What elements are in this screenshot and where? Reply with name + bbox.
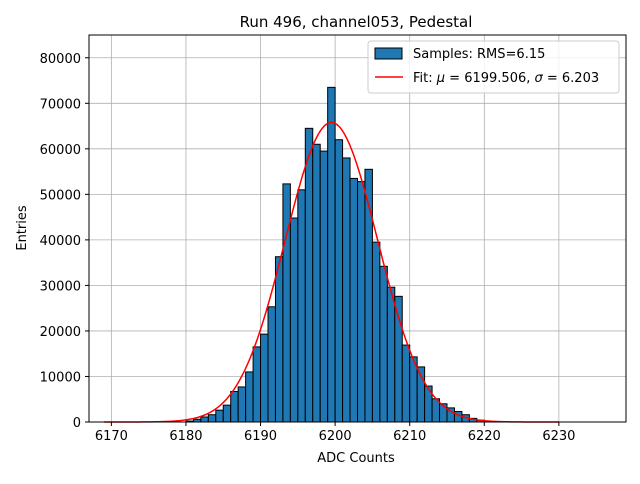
legend-label-samples: Samples: RMS=6.15 bbox=[413, 47, 545, 62]
y-tick-label: 80000 bbox=[40, 52, 81, 67]
x-tick-label: 6190 bbox=[244, 429, 277, 444]
histogram-bars bbox=[185, 86, 485, 423]
histogram-bar bbox=[289, 217, 299, 423]
histogram-bar bbox=[245, 371, 254, 423]
legend-sigma-symbol: σ bbox=[535, 71, 544, 86]
histogram-bar bbox=[379, 265, 388, 423]
histogram-bar bbox=[222, 404, 232, 423]
histogram-bar bbox=[342, 157, 351, 423]
histogram-bar bbox=[334, 139, 344, 423]
histogram-bar bbox=[215, 409, 224, 423]
y-tick-label: 60000 bbox=[40, 143, 81, 158]
histogram-bar bbox=[304, 127, 314, 423]
histogram-bar bbox=[371, 241, 381, 423]
x-tick-label: 6210 bbox=[393, 429, 426, 444]
histogram-bar bbox=[386, 286, 396, 423]
histogram-bar bbox=[357, 181, 366, 423]
legend: Samples: RMS=6.15 Fit: μ = 6199.506, σ =… bbox=[367, 40, 620, 94]
legend-sigma-value: = 6.203 bbox=[543, 71, 599, 86]
histogram-bar bbox=[252, 346, 262, 423]
histogram-bar bbox=[207, 414, 217, 423]
histogram-bar bbox=[274, 256, 284, 423]
plot-frame bbox=[88, 34, 627, 423]
histogram-bar bbox=[237, 386, 247, 423]
histogram-bar bbox=[267, 306, 276, 423]
x-axis-ticks: 6170 6180 6190 6200 6210 6220 6230 bbox=[95, 422, 575, 444]
histogram-bar bbox=[297, 189, 306, 423]
y-tick-label: 0 bbox=[73, 416, 81, 431]
y-tick-label: 40000 bbox=[40, 234, 81, 249]
histogram-bar bbox=[282, 183, 291, 423]
x-tick-label: 6230 bbox=[542, 429, 575, 444]
x-tick-label: 6220 bbox=[468, 429, 501, 444]
chart-title: Run 496, channel053, Pedestal bbox=[240, 13, 473, 31]
x-tick-label: 6180 bbox=[169, 429, 202, 444]
y-tick-label: 30000 bbox=[40, 279, 81, 294]
y-tick-label: 70000 bbox=[40, 97, 81, 112]
x-axis-label: ADC Counts bbox=[317, 451, 395, 466]
histogram-bar bbox=[230, 390, 239, 423]
legend-fit-prefix: Fit: bbox=[413, 71, 437, 86]
legend-swatch-samples bbox=[374, 47, 403, 60]
fit-curve bbox=[103, 121, 559, 423]
y-tick-label: 50000 bbox=[40, 188, 81, 203]
histogram-bar bbox=[200, 416, 209, 423]
y-tick-label: 10000 bbox=[40, 370, 81, 385]
y-axis-label: Entries bbox=[15, 205, 30, 251]
histogram-bar bbox=[312, 143, 321, 423]
histogram-bar bbox=[349, 177, 358, 423]
legend-label-fit: Fit: μ = 6199.506, σ = 6.203 bbox=[413, 71, 599, 86]
histogram-bar bbox=[327, 86, 336, 423]
legend-mu-symbol: μ bbox=[436, 71, 445, 86]
histogram-bar bbox=[319, 150, 329, 423]
y-axis-ticks: 0 10000 20000 30000 40000 50000 60000 70000 8000… bbox=[40, 52, 89, 431]
y-tick-label: 20000 bbox=[40, 325, 81, 340]
x-tick-label: 6170 bbox=[95, 429, 128, 444]
histogram-bar bbox=[260, 333, 269, 423]
histogram-bar bbox=[401, 344, 411, 423]
x-tick-label: 6200 bbox=[319, 429, 352, 444]
legend-box bbox=[367, 40, 620, 94]
legend-mu-value: = 6199.506, bbox=[445, 71, 534, 86]
